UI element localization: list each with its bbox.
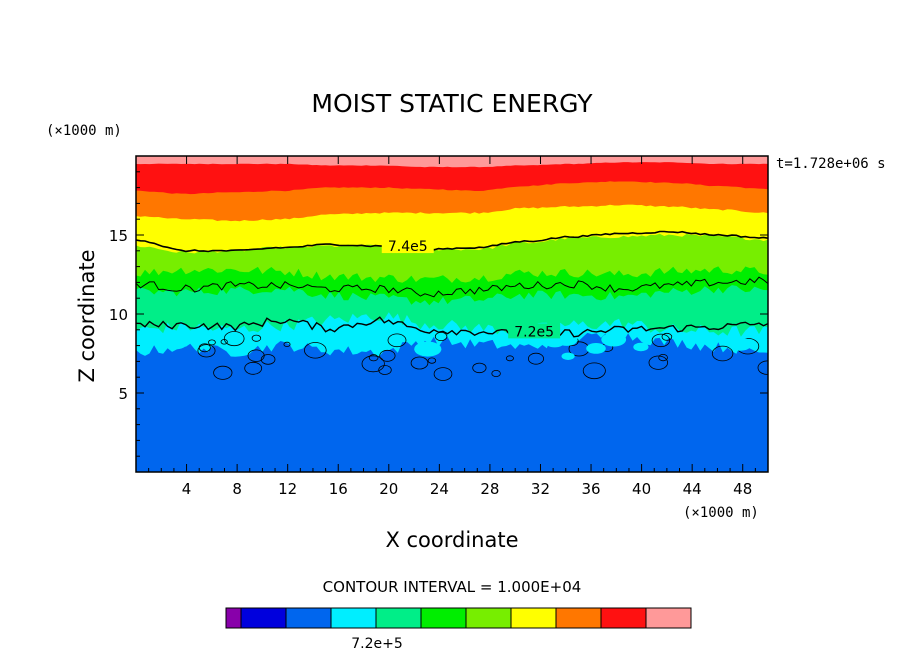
x-tick-label: 48: [733, 480, 752, 498]
cell-contour: [648, 355, 669, 370]
cell-contour: [410, 356, 429, 370]
convective-cells: [162, 329, 768, 381]
colorbar-swatch: [465, 607, 512, 629]
colorbar-swatch: [645, 607, 692, 629]
x-tick-label: 24: [430, 480, 449, 498]
cyan-patch: [282, 332, 297, 341]
cyan-patch: [414, 341, 442, 357]
contour-labels: 7.4e5 7.2e5: [381, 238, 561, 340]
cell-contour: [303, 342, 327, 359]
contour-label-bg: [381, 238, 434, 254]
y-tick-label: 10: [109, 306, 128, 324]
x-axis: 4 8 12 16 20 24 28 32 36 40 44 48: [148, 156, 756, 498]
contour-line-7.4e5: [136, 230, 768, 253]
cell-contour: [505, 355, 514, 362]
x-axis-unit: (×1000 m): [683, 505, 759, 521]
cell-contour: [251, 334, 262, 342]
cell-contour: [207, 339, 216, 346]
y-axis-label: Z coordinate: [75, 249, 99, 382]
y-axis-unit: (×1000 m): [46, 123, 122, 139]
cell-contour: [197, 344, 216, 358]
x-tick-label: 28: [480, 480, 499, 498]
x-axis-label: X coordinate: [385, 528, 518, 552]
plot-area: [136, 156, 768, 472]
colorbar-swatch: [420, 607, 467, 629]
x-tick-label: 12: [278, 480, 297, 498]
cyan-patch: [601, 332, 627, 347]
contour-interval-text: CONTOUR INTERVAL = 1.000E+04: [323, 578, 582, 596]
colorbar-swatch: [285, 607, 332, 629]
chart-title: MOIST STATIC ENERGY: [311, 89, 593, 118]
cyan-patch: [561, 352, 575, 360]
colorbar-swatch: [240, 607, 287, 629]
contour-label: 7.2e5: [514, 324, 554, 340]
cell-contour: [472, 362, 487, 374]
cell-contour: [379, 349, 396, 362]
cell-contour: [283, 341, 291, 347]
y-tick-label: 15: [109, 227, 128, 245]
colorbar-swatch: [330, 607, 377, 629]
cell-contour: [213, 365, 233, 380]
cell-contour: [528, 352, 545, 365]
x-tick-label: 36: [581, 480, 600, 498]
x-tick-label: 8: [232, 480, 242, 498]
cell-contour: [711, 345, 734, 362]
filled-contours: [136, 156, 768, 472]
cyan-patch: [359, 334, 380, 346]
y-tick-label: 5: [118, 385, 128, 403]
x-tick-label: 40: [632, 480, 651, 498]
cell-contour: [582, 362, 606, 380]
cell-contour: [661, 332, 673, 341]
colorbar: [225, 607, 692, 629]
x-tick-label: 44: [683, 480, 702, 498]
cyan-patch: [586, 343, 606, 354]
cyan-patch: [162, 335, 188, 350]
colorbar-swatch: [225, 607, 242, 629]
colorbar-swatch: [510, 607, 557, 629]
cell-contour: [361, 355, 385, 373]
colorbar-swatch: [600, 607, 647, 629]
x-tick-label: 16: [329, 480, 348, 498]
cell-contour: [658, 353, 668, 362]
cell-contour: [244, 361, 263, 375]
contour-band-1: [136, 332, 768, 472]
cell-contour: [427, 357, 437, 364]
x-tick-label: 32: [531, 480, 550, 498]
cell-contour: [378, 365, 392, 375]
cell-contour: [433, 367, 453, 381]
cyan-patch: [633, 342, 649, 352]
cell-contour: [368, 354, 379, 362]
cell-contour: [387, 333, 407, 348]
contour-label: 7.4e5: [388, 239, 428, 255]
cell-contour: [223, 331, 245, 347]
cell-contour: [260, 354, 276, 365]
contour-line-7.2e5: [136, 316, 768, 338]
time-label: t=1.728e+06 s: [776, 156, 886, 172]
cell-contour: [651, 333, 671, 348]
colorbar-swatch: [375, 607, 422, 629]
contour-line-upper-contour: [136, 276, 768, 298]
contour-label-bg: [508, 323, 561, 339]
x-tick-label: 20: [379, 480, 398, 498]
colorbar-swatch: [555, 607, 602, 629]
cell-contour: [491, 369, 501, 377]
contour-lines: [136, 230, 768, 338]
cyan-patch: [544, 336, 565, 348]
cell-contour: [247, 349, 265, 362]
cyan-patch: [727, 337, 752, 351]
cyan-patch: [321, 329, 346, 343]
x-tick-label: 4: [182, 480, 192, 498]
y-axis: 5 10 15: [109, 171, 768, 457]
colorbar-label: 7.2e+5: [351, 636, 403, 652]
